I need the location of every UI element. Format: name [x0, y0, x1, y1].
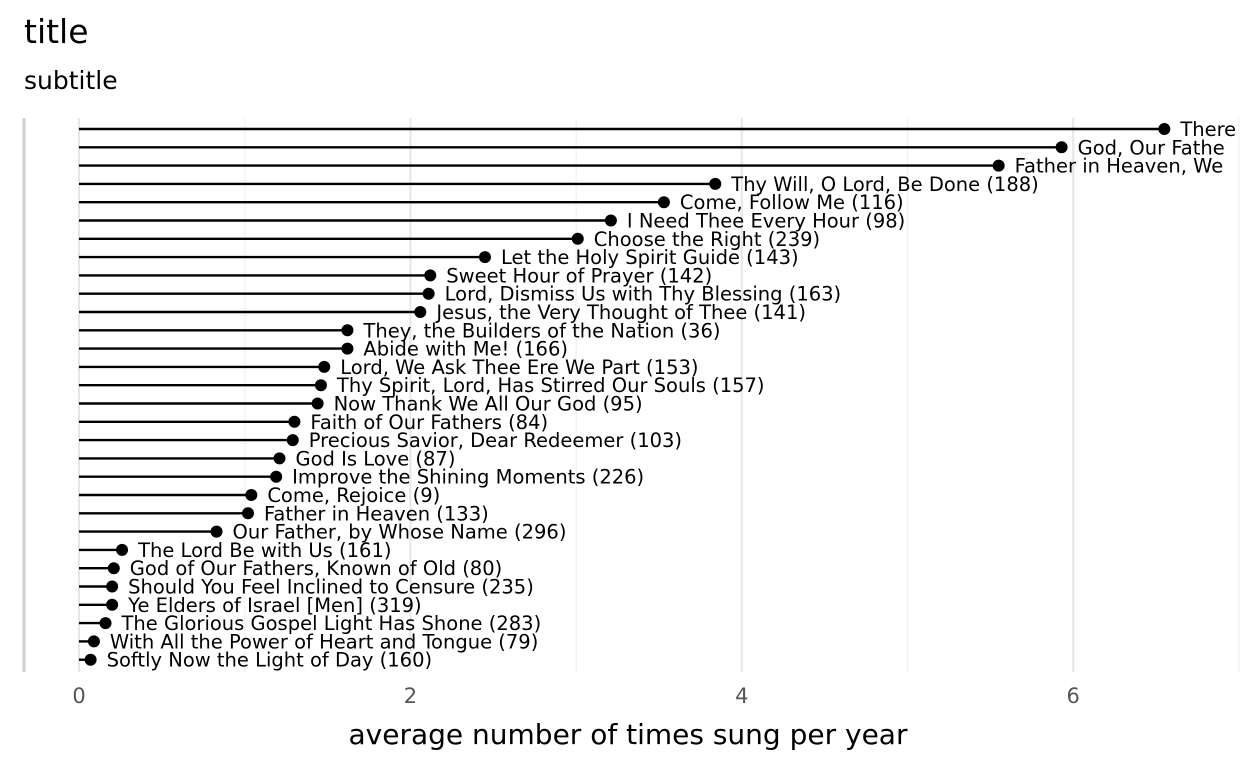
lollipop-point	[210, 525, 223, 538]
lollipop-label: Softly Now the Light of Day (160)	[107, 649, 433, 672]
lollipop-label: Sweet Hour of Prayer (142)	[446, 264, 712, 287]
lollipop-point	[288, 415, 301, 428]
lollipop-point	[106, 598, 119, 611]
lollipop-point	[318, 360, 331, 373]
lollipop-label: Abide with Me! (166)	[363, 338, 568, 361]
x-axis-title: average number of times sung per year	[349, 718, 908, 751]
lollipop-point	[709, 177, 722, 190]
lollipop-point	[424, 269, 437, 282]
lollipop-label: Jesus, the Very Thought of Thee (141)	[434, 301, 806, 324]
x-tick-label: 4	[735, 684, 748, 708]
chart-title: title	[24, 12, 89, 51]
lollipop-point	[99, 617, 112, 630]
x-axis-ticks: 0 2 4 6	[72, 684, 1080, 708]
lollipop-point	[273, 452, 286, 465]
lollipop-point	[106, 580, 119, 593]
lollipop-label: God of Our Fathers, Known of Old (80)	[130, 557, 502, 580]
lollipop-label: Thy Will, O Lord, Be Done (188)	[730, 173, 1038, 196]
lollipop-label: Come, Follow Me (116)	[680, 191, 904, 214]
lollipop-point	[1055, 141, 1068, 154]
lollipop-label: Ye Elders of Israel [Men] (319)	[127, 594, 422, 617]
lollipop-point	[242, 507, 255, 520]
lollipop-point	[422, 287, 435, 300]
lollipop-label: They, the Builders of the Nation (36)	[362, 319, 720, 342]
lollipop-label: Thy Spirit, Lord, Has Stirred Our Souls …	[336, 374, 765, 397]
lollipop-label: God Is Love (87)	[295, 447, 455, 470]
x-tick-label: 6	[1067, 684, 1080, 708]
lollipop-point	[116, 543, 129, 556]
lollipop-label: With All the Power of Heart and Tongue (…	[110, 630, 538, 653]
lollipop-point	[270, 470, 283, 483]
x-tick-label: 0	[72, 684, 85, 708]
lollipop-point	[87, 635, 100, 648]
lollipop-label: God, Our Fathe	[1078, 136, 1225, 159]
lollipop-label: The Lord Be with Us (161)	[137, 539, 391, 562]
lollipop-point	[314, 379, 327, 392]
lollipop-label: Lord, We Ask Thee Ere We Part (153)	[340, 356, 698, 379]
lollipop-point	[604, 214, 617, 227]
lollipop-label: Choose the Right (239)	[594, 228, 820, 251]
lollipop-label: Now Thank We All Our God (95)	[334, 393, 643, 416]
lollipop-point	[84, 653, 97, 666]
lollipop-point	[107, 562, 120, 575]
lollipop-label: There	[1179, 118, 1236, 141]
chart-subtitle: subtitle	[24, 66, 118, 95]
lollipop-label: Lord, Dismiss Us with Thy Blessing (163)	[445, 283, 842, 306]
lollipop-point	[571, 232, 584, 245]
lollipop-point	[311, 397, 324, 410]
lollipop-label: Father in Heaven (133)	[264, 502, 489, 525]
lollipop-label: Our Father, by Whose Name (296)	[233, 521, 567, 544]
lollipop-label: Precious Savior, Dear Redeemer (103)	[309, 429, 682, 452]
lollipop-point	[1158, 123, 1171, 135]
lollipop-point	[657, 196, 670, 209]
lollipop-label: Father in Heaven, We	[1015, 155, 1224, 178]
lollipop-point	[341, 342, 354, 355]
lollipop-point	[992, 159, 1005, 172]
lollipop-point	[286, 434, 299, 447]
lollipop-label: Improve the Shining Moments (226)	[292, 466, 644, 489]
lollipop-label: Faith of Our Fathers (84)	[310, 411, 548, 434]
x-tick-label: 2	[404, 684, 417, 708]
lollipop-label: The Glorious Gospel Light Has Shone (283…	[121, 612, 542, 635]
lollipop-label: Let the Holy Spirit Guide (143)	[501, 246, 799, 269]
lollipop-label: Should You Feel Inclined to Censure (235…	[128, 576, 534, 599]
lollipop-point	[478, 251, 491, 264]
lollipop-label: Come, Rejoice (9)	[267, 484, 440, 507]
lollipop-point	[341, 324, 354, 337]
lollipop-point	[245, 489, 258, 501]
lollipop-label: I Need Thee Every Hour (98)	[627, 210, 905, 233]
grid-lines	[78, 118, 1240, 672]
lollipop-point	[414, 306, 427, 318]
